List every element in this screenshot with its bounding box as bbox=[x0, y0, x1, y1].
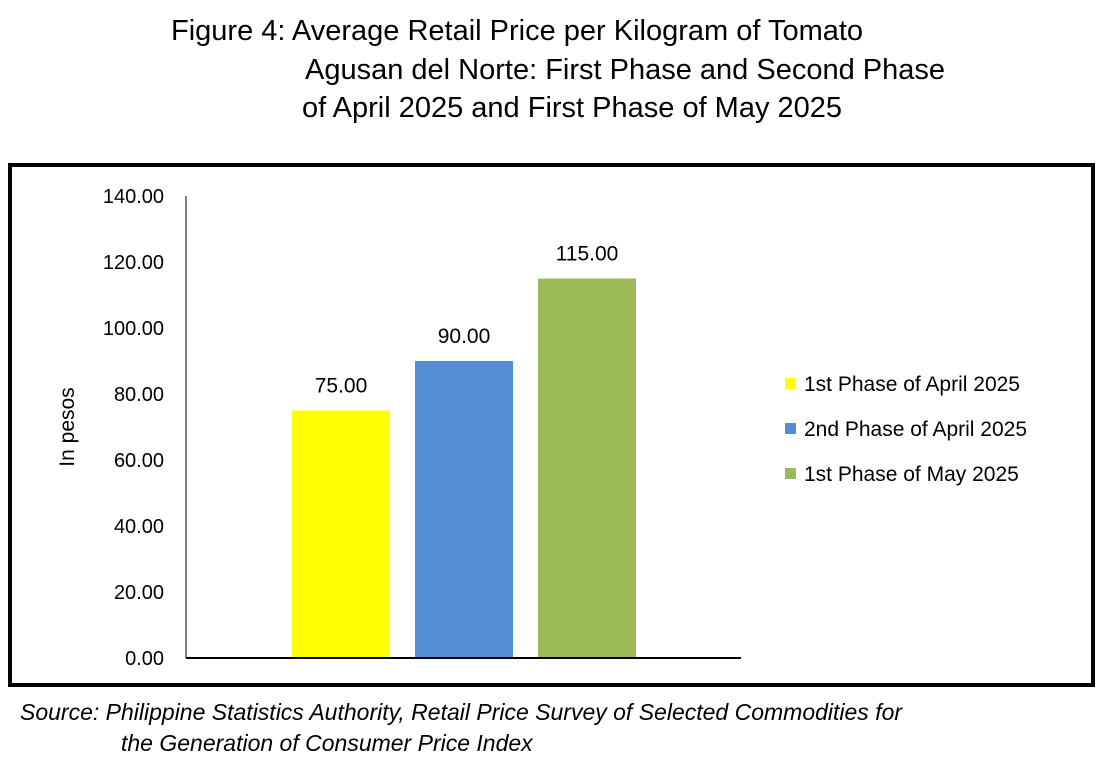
legend-label: 1st Phase of April 2025 bbox=[804, 373, 1020, 396]
y-tick-label: 60.00 bbox=[114, 450, 164, 472]
legend-label: 2nd Phase of April 2025 bbox=[804, 418, 1027, 441]
y-tick-label: 40.00 bbox=[114, 516, 164, 538]
data-label: 90.00 bbox=[438, 325, 491, 348]
chart-title-line-3: of April 2025 and First Phase of May 202… bbox=[302, 92, 843, 124]
chart-title-line-1: Figure 4: Average Retail Price per Kilog… bbox=[171, 15, 864, 47]
bar bbox=[292, 410, 390, 658]
legend-swatch bbox=[785, 468, 796, 479]
y-tick-label: 140.00 bbox=[103, 186, 164, 208]
bar bbox=[415, 361, 513, 658]
data-label: 115.00 bbox=[556, 243, 619, 266]
legend-swatch bbox=[785, 378, 796, 389]
y-tick-label: 0.00 bbox=[125, 648, 164, 670]
legend-label: 1st Phase of May 2025 bbox=[804, 463, 1019, 486]
y-axis-title: In pesos bbox=[56, 387, 79, 466]
legend-swatch bbox=[785, 423, 796, 434]
source-note-line-2: the Generation of Consumer Price Index bbox=[121, 730, 533, 756]
source-note-line-1: Source: Philippine Statistics Authority,… bbox=[20, 699, 903, 725]
y-tick-label: 20.00 bbox=[114, 582, 164, 604]
y-tick-label: 80.00 bbox=[114, 384, 164, 406]
data-label: 75.00 bbox=[315, 375, 368, 398]
bar bbox=[538, 278, 636, 658]
chart-title-line-2: Agusan del Norte: First Phase and Second… bbox=[305, 54, 945, 86]
y-tick-label: 100.00 bbox=[103, 318, 164, 340]
y-tick-label: 120.00 bbox=[103, 252, 164, 274]
